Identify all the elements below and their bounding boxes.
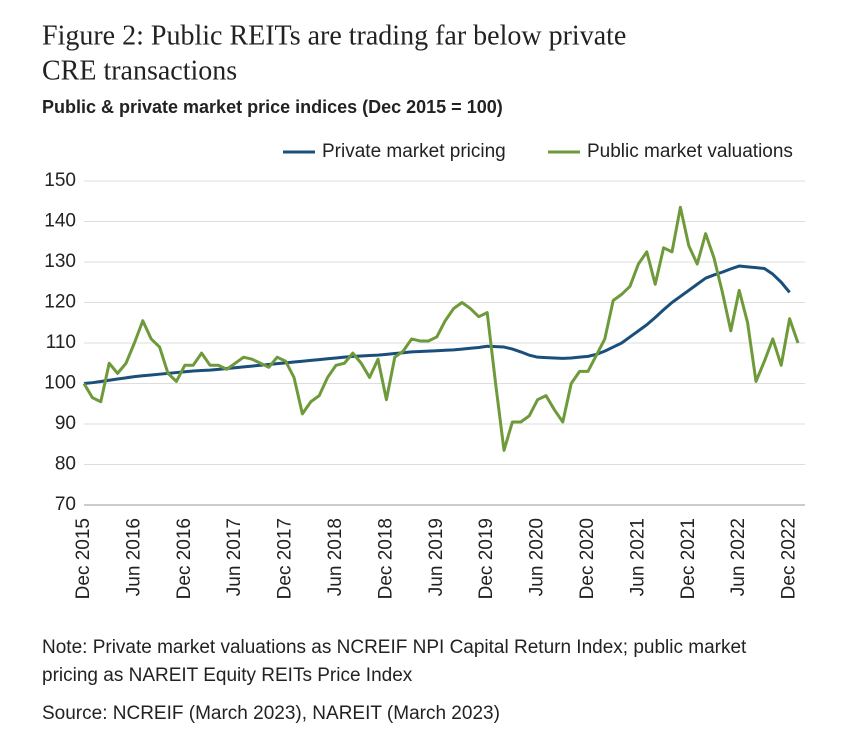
x-tick-label: Jun 2020 — [527, 518, 548, 596]
legend-label: Private market pricing — [322, 141, 506, 162]
x-tick-label: Dec 2019 — [476, 518, 497, 599]
legend-label: Public market valuations — [587, 141, 793, 162]
source: Source: NCREIF (March 2023), NAREIT (Mar… — [42, 703, 500, 724]
x-tick-label: Dec 2016 — [174, 518, 195, 599]
x-tick-label: Jun 2022 — [728, 518, 749, 596]
x-tick-label: Dec 2017 — [275, 518, 296, 599]
x-tick-label: Jun 2021 — [627, 518, 648, 596]
chart-title: CRE transactions — [42, 55, 237, 86]
y-tick-label: 100 — [44, 373, 76, 394]
chart-subtitle: Public & private market price indices (D… — [42, 97, 503, 117]
y-tick-label: 80 — [55, 454, 76, 475]
x-tick-label: Dec 2022 — [779, 518, 800, 599]
x-tick-label: Jun 2019 — [426, 518, 447, 596]
x-tick-label: Dec 2021 — [678, 518, 699, 599]
x-tick-label: Jun 2016 — [123, 518, 144, 596]
y-tick-label: 90 — [55, 413, 76, 434]
note: pricing as NAREIT Equity REITs Price Ind… — [42, 665, 413, 686]
note: Note: Private market valuations as NCREI… — [42, 637, 747, 658]
y-tick-label: 70 — [55, 494, 76, 515]
chart-title: Figure 2: Public REITs are trading far b… — [42, 20, 626, 51]
series-line — [82, 205, 800, 452]
x-tick-label: Dec 2018 — [375, 518, 396, 599]
x-tick-label: Dec 2020 — [577, 518, 598, 599]
series-line — [83, 264, 791, 385]
x-tick-label: Dec 2015 — [73, 518, 94, 599]
x-tick-label: Jun 2017 — [224, 518, 245, 596]
y-tick-label: 120 — [44, 292, 76, 313]
y-tick-label: 110 — [46, 332, 76, 353]
y-tick-label: 140 — [44, 211, 76, 232]
y-tick-label: 150 — [44, 170, 76, 191]
y-tick-label: 130 — [44, 251, 76, 272]
x-tick-label: Jun 2018 — [325, 518, 346, 596]
